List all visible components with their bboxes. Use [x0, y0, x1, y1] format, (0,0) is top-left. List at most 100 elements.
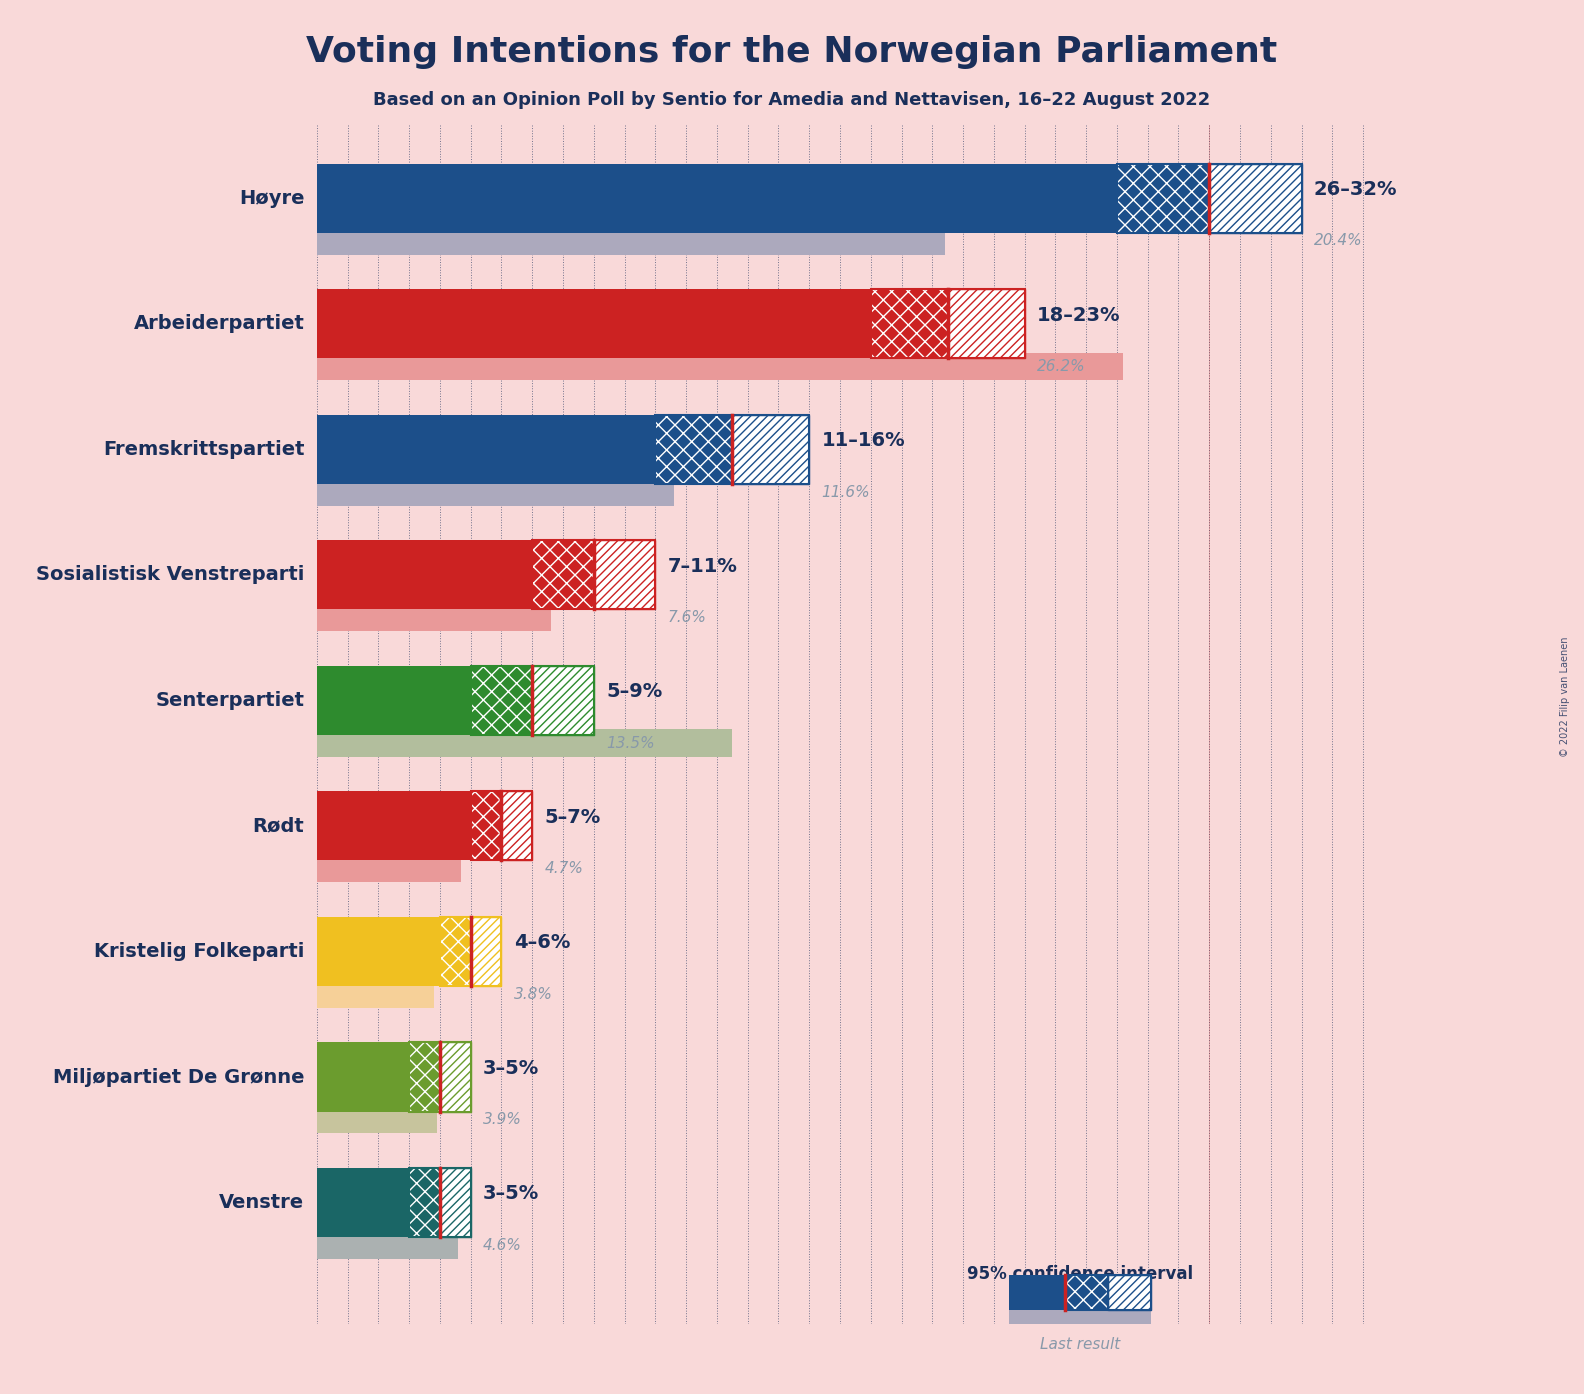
Bar: [470, 666, 532, 735]
Bar: [440, 1043, 470, 1111]
Bar: [1209, 163, 1302, 233]
Text: Høyre: Høyre: [239, 188, 304, 208]
Bar: [656, 415, 732, 484]
Bar: [317, 541, 532, 609]
Bar: [317, 1168, 409, 1236]
Bar: [440, 1168, 470, 1236]
Text: 3.9%: 3.9%: [483, 1112, 521, 1128]
Bar: [470, 917, 502, 986]
Bar: [440, 917, 470, 986]
Text: Venstre: Venstre: [219, 1193, 304, 1211]
Text: © 2022 Filip van Laenen: © 2022 Filip van Laenen: [1560, 637, 1570, 757]
Text: Kristelig Folkeparti: Kristelig Folkeparti: [93, 942, 304, 960]
Text: 5–7%: 5–7%: [545, 807, 600, 827]
Bar: [1009, 1309, 1152, 1327]
Text: Miljøpartiet De Grønne: Miljøpartiet De Grønne: [52, 1068, 304, 1086]
Bar: [470, 666, 532, 735]
Bar: [732, 415, 809, 484]
Bar: [409, 1043, 440, 1111]
Text: 5–9%: 5–9%: [607, 682, 662, 701]
Bar: [440, 1043, 470, 1111]
Bar: [502, 792, 532, 860]
Text: 11–16%: 11–16%: [822, 431, 904, 450]
Bar: [871, 290, 947, 358]
Bar: [317, 290, 871, 358]
Bar: [1064, 1276, 1107, 1310]
Bar: [317, 604, 551, 631]
Text: 3–5%: 3–5%: [483, 1058, 539, 1078]
Bar: [470, 792, 502, 860]
Bar: [470, 666, 532, 735]
Text: Last result: Last result: [1039, 1337, 1120, 1352]
Text: Sosialistisk Venstreparti: Sosialistisk Venstreparti: [36, 566, 304, 584]
Text: Rødt: Rødt: [253, 817, 304, 835]
Bar: [871, 290, 947, 358]
Bar: [532, 541, 594, 609]
Bar: [1209, 163, 1302, 233]
Bar: [871, 290, 947, 358]
Text: 13.5%: 13.5%: [607, 736, 654, 750]
Text: 26.2%: 26.2%: [1038, 360, 1085, 374]
Bar: [470, 792, 502, 860]
Bar: [470, 917, 502, 986]
Bar: [656, 415, 732, 484]
Bar: [470, 917, 502, 986]
Text: 20.4%: 20.4%: [1313, 233, 1362, 248]
Bar: [947, 290, 1025, 358]
Bar: [317, 1231, 458, 1259]
Bar: [1117, 163, 1209, 233]
Text: 3–5%: 3–5%: [483, 1185, 539, 1203]
Text: 4.7%: 4.7%: [545, 861, 583, 875]
Text: 4.6%: 4.6%: [483, 1238, 521, 1253]
Bar: [440, 1168, 470, 1236]
Bar: [1117, 163, 1209, 233]
Text: 18–23%: 18–23%: [1038, 305, 1120, 325]
Bar: [732, 415, 809, 484]
Bar: [470, 792, 502, 860]
Text: 7–11%: 7–11%: [667, 556, 738, 576]
Bar: [317, 729, 732, 757]
Text: 7.6%: 7.6%: [667, 611, 706, 625]
Bar: [317, 415, 656, 484]
Text: Fremskrittspartiet: Fremskrittspartiet: [103, 441, 304, 459]
Bar: [440, 1168, 470, 1236]
Bar: [317, 353, 1123, 381]
Bar: [440, 917, 470, 986]
Bar: [1064, 1276, 1107, 1310]
Bar: [409, 1168, 440, 1236]
Bar: [594, 541, 656, 609]
Bar: [532, 541, 594, 609]
Bar: [317, 1105, 437, 1133]
Bar: [409, 1168, 440, 1236]
Bar: [409, 1168, 440, 1236]
Bar: [440, 917, 470, 986]
Bar: [732, 415, 809, 484]
Bar: [317, 792, 470, 860]
Bar: [947, 290, 1025, 358]
Bar: [1117, 163, 1209, 233]
Bar: [532, 666, 594, 735]
Bar: [594, 541, 656, 609]
Bar: [1064, 1276, 1107, 1310]
Bar: [317, 980, 434, 1008]
Bar: [317, 855, 461, 882]
Text: 11.6%: 11.6%: [822, 485, 870, 499]
Bar: [1009, 1276, 1064, 1310]
Text: 3.8%: 3.8%: [513, 987, 553, 1002]
Bar: [1107, 1276, 1152, 1310]
Bar: [317, 227, 944, 255]
Bar: [440, 1043, 470, 1111]
Bar: [317, 1043, 409, 1111]
Bar: [502, 792, 532, 860]
Bar: [1209, 163, 1302, 233]
Bar: [317, 478, 673, 506]
Bar: [532, 666, 594, 735]
Bar: [317, 666, 470, 735]
Text: Arbeiderpartiet: Arbeiderpartiet: [133, 314, 304, 333]
Bar: [947, 290, 1025, 358]
Bar: [656, 415, 732, 484]
Bar: [532, 541, 594, 609]
Bar: [317, 163, 1117, 233]
Bar: [409, 1043, 440, 1111]
Text: 95% confidence interval
with median: 95% confidence interval with median: [966, 1266, 1193, 1305]
